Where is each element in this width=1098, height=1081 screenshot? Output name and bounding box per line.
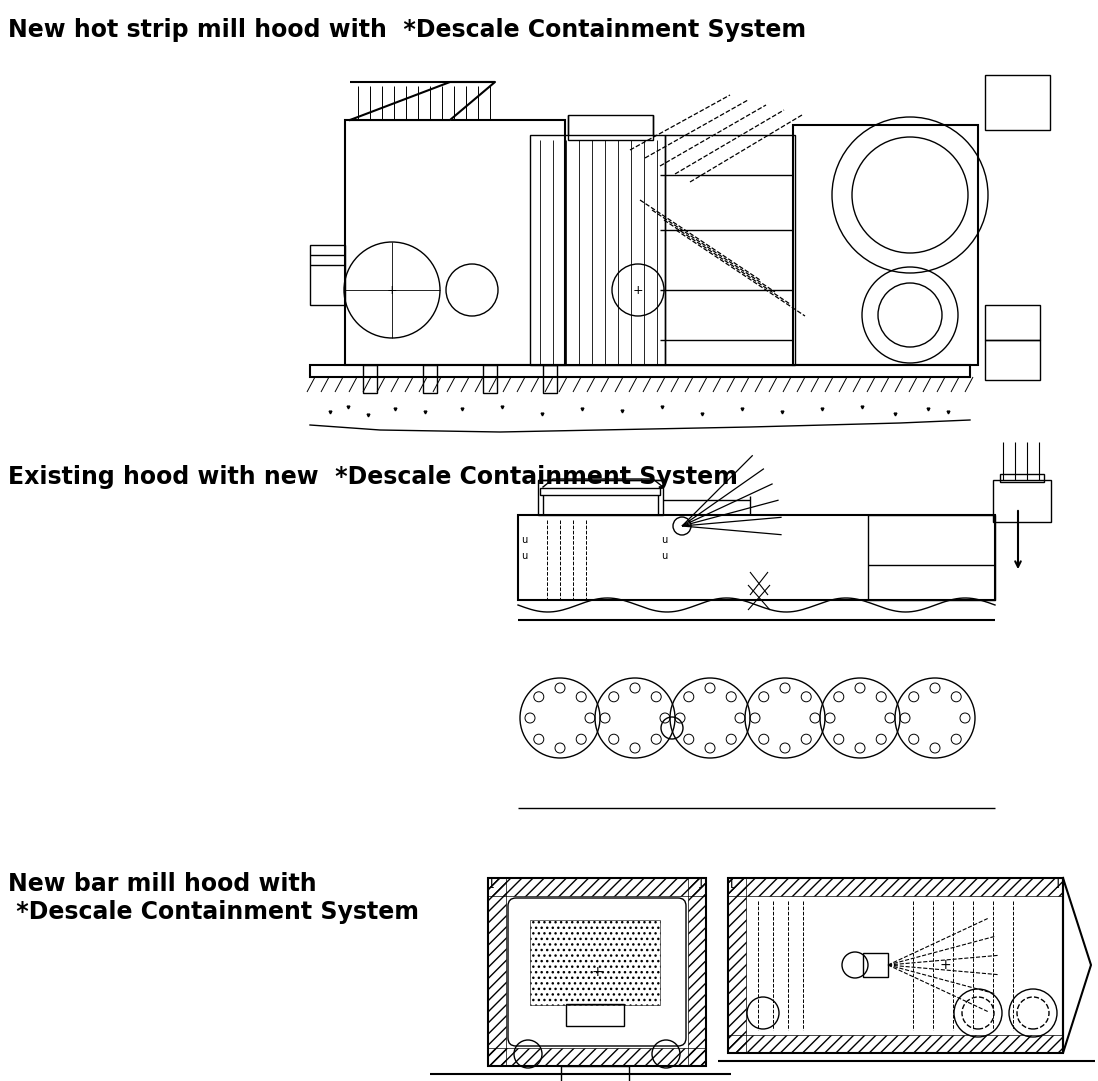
Bar — [540, 488, 660, 495]
Bar — [488, 878, 706, 1066]
FancyBboxPatch shape — [508, 898, 686, 1046]
Bar — [985, 75, 1050, 130]
Bar — [488, 1047, 706, 1066]
Bar — [728, 878, 1063, 896]
Bar — [688, 878, 706, 1066]
Bar — [728, 878, 746, 1053]
Bar — [985, 305, 1040, 341]
Bar — [869, 515, 995, 600]
Bar — [544, 365, 557, 393]
Bar — [565, 1004, 624, 1026]
Text: u: u — [661, 551, 668, 561]
Bar — [310, 365, 970, 377]
Text: New bar mill hood with
 *Descale Containment System: New bar mill hood with *Descale Containm… — [8, 872, 419, 924]
Text: [: [ — [490, 876, 495, 889]
Bar — [345, 120, 565, 365]
Text: +: + — [591, 965, 603, 979]
Bar — [665, 135, 795, 365]
Bar — [363, 365, 377, 393]
Bar — [530, 135, 665, 365]
Bar — [1000, 473, 1044, 482]
Bar — [538, 480, 663, 515]
Text: ]: ] — [698, 876, 703, 889]
Bar — [518, 515, 995, 600]
Text: Existing hood with new  *Descale Containment System: Existing hood with new *Descale Containm… — [8, 465, 738, 489]
Text: +: + — [939, 958, 951, 972]
Bar — [483, 365, 497, 393]
Text: ]: ] — [1055, 876, 1060, 889]
Bar — [530, 920, 660, 1005]
Text: u: u — [661, 535, 668, 545]
Bar — [985, 341, 1040, 381]
Text: +: + — [632, 283, 643, 296]
Bar — [488, 878, 706, 896]
Bar — [561, 1066, 629, 1081]
Bar — [423, 365, 437, 393]
Bar — [728, 878, 1063, 1053]
Bar — [793, 125, 978, 365]
Text: u: u — [520, 551, 527, 561]
Bar — [488, 878, 506, 1066]
Bar — [728, 1035, 1063, 1053]
Text: [: [ — [730, 876, 735, 889]
Text: u: u — [520, 535, 527, 545]
Bar — [568, 115, 653, 141]
Bar — [863, 953, 888, 977]
Bar — [310, 245, 345, 305]
Text: New hot strip mill hood with  *Descale Containment System: New hot strip mill hood with *Descale Co… — [8, 18, 806, 42]
Polygon shape — [350, 82, 495, 120]
Text: +: + — [386, 283, 397, 296]
Bar — [993, 480, 1051, 522]
